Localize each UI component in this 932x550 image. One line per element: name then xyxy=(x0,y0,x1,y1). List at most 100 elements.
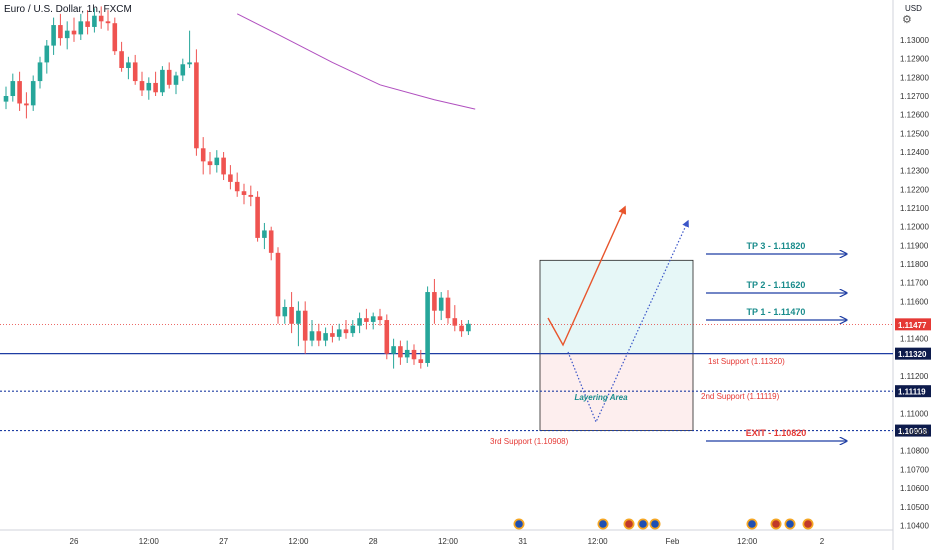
us-flag-icon[interactable] xyxy=(802,518,814,530)
x-tick-label: 2 xyxy=(820,537,825,546)
tp1-label: TP 1 - 1.11470 xyxy=(747,307,806,317)
candle-body xyxy=(17,81,22,104)
us-flag-icon[interactable] xyxy=(770,518,782,530)
event-icon[interactable] xyxy=(513,518,525,530)
x-tick-label: 12:00 xyxy=(438,537,459,546)
candle-body xyxy=(350,325,356,334)
candle-body xyxy=(78,21,84,35)
candle-body xyxy=(364,318,369,322)
x-tick-label: 26 xyxy=(70,537,79,546)
candle-body xyxy=(24,103,29,106)
candle-body xyxy=(357,318,362,326)
candle xyxy=(350,320,356,337)
candle-body xyxy=(139,81,145,91)
x-tick-label: Feb xyxy=(666,537,680,546)
candle xyxy=(24,92,29,119)
layering-area-label: Layering Area xyxy=(574,393,628,402)
x-tick-label: 12:00 xyxy=(737,537,758,546)
y-tick-label: 1.11200 xyxy=(900,372,929,381)
y-tick-label: 1.12700 xyxy=(900,92,929,101)
event-icon[interactable] xyxy=(784,518,796,530)
candle-body xyxy=(166,69,172,85)
support-3-label: 3rd Support (1.10908) xyxy=(490,437,569,446)
candle xyxy=(180,58,186,82)
y-tick-label: 1.12100 xyxy=(900,204,929,213)
candle-body xyxy=(51,25,56,46)
candle xyxy=(323,327,328,347)
candle-body xyxy=(85,21,90,27)
candle xyxy=(411,344,417,365)
candle xyxy=(459,320,464,337)
candle-body xyxy=(64,30,70,39)
candle-body xyxy=(234,181,240,192)
bullish-path-arrow xyxy=(547,205,627,347)
level-price-label: 1.11119 xyxy=(898,388,926,397)
candle xyxy=(445,290,451,324)
candle-body xyxy=(404,349,410,358)
candle-body xyxy=(119,51,124,69)
y-tick-label: 1.12300 xyxy=(900,167,929,176)
candle xyxy=(282,299,288,324)
candle-body xyxy=(221,157,226,175)
y-tick-label: 1.12500 xyxy=(900,129,929,138)
y-tick-label: 1.10500 xyxy=(900,503,929,512)
candle xyxy=(432,278,437,324)
candle xyxy=(92,8,97,33)
candle-body xyxy=(336,329,342,337)
candle xyxy=(241,183,247,205)
layering-zone xyxy=(539,353,694,431)
candle-body xyxy=(384,320,390,354)
y-tick-label: 1.11000 xyxy=(900,409,929,418)
candle xyxy=(64,21,70,50)
candle-body xyxy=(289,306,294,324)
candle-body xyxy=(418,359,424,363)
candle xyxy=(228,165,233,190)
y-tick-label: 1.11900 xyxy=(900,241,929,250)
candle-body xyxy=(112,23,118,52)
candle-body xyxy=(323,333,328,341)
candle xyxy=(112,17,118,55)
candle-body xyxy=(153,82,158,93)
candle xyxy=(173,71,179,95)
y-tick-label: 1.12800 xyxy=(900,73,929,82)
us-flag-icon[interactable] xyxy=(623,518,635,530)
event-icon[interactable] xyxy=(746,518,758,530)
chart-title: Euro / U.S. Dollar, 1h, FXCM xyxy=(4,4,132,15)
candle-body xyxy=(105,21,111,24)
candle xyxy=(214,150,220,173)
candle-body xyxy=(132,62,138,82)
level-price-tag xyxy=(895,424,931,437)
settings-icon[interactable]: ⚙ xyxy=(902,14,912,26)
event-icon[interactable] xyxy=(649,518,661,530)
candle xyxy=(44,40,50,74)
candle-body xyxy=(275,252,281,317)
candle-body xyxy=(241,191,247,195)
candle xyxy=(194,49,199,156)
candle-body xyxy=(146,82,152,91)
candle xyxy=(336,323,342,341)
candle xyxy=(153,71,158,97)
candle-body xyxy=(214,157,220,166)
x-tick-label: 12:00 xyxy=(288,537,309,546)
eu-flag-icon[interactable] xyxy=(637,518,649,530)
candle-body xyxy=(370,316,376,322)
layering-path-arrow xyxy=(567,219,689,424)
candle-body xyxy=(296,310,301,324)
x-tick-label: 31 xyxy=(518,537,527,546)
x-tick-label: 28 xyxy=(369,537,378,546)
y-tick-label: 1.12000 xyxy=(900,223,929,232)
candle-body xyxy=(466,323,471,332)
y-tick-label: 1.12200 xyxy=(900,185,929,194)
candle-body xyxy=(452,318,458,326)
level-price-label: 1.10908 xyxy=(898,427,927,436)
candle-body xyxy=(398,346,403,358)
candle xyxy=(126,56,131,80)
candle xyxy=(309,320,315,347)
event-icon[interactable] xyxy=(597,518,609,530)
y-tick-label: 1.10900 xyxy=(900,428,929,437)
candle-body xyxy=(58,25,63,39)
candle-body xyxy=(459,325,464,332)
candle xyxy=(275,247,281,324)
